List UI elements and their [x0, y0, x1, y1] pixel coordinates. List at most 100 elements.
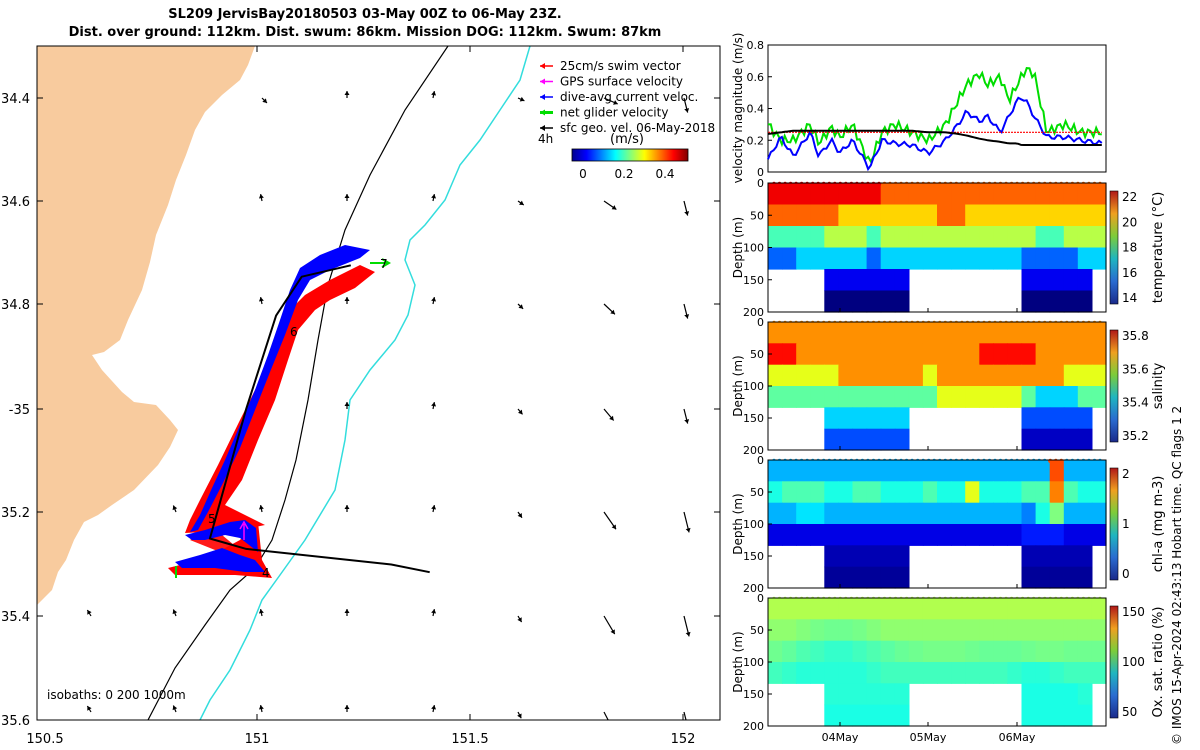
- surface-sample: [860, 181, 865, 187]
- surface-sample: [876, 596, 882, 602]
- surface-sample: [998, 181, 1003, 187]
- section-cell: [824, 204, 839, 227]
- section-ylabel: Depth (m): [731, 631, 745, 692]
- surface-sample: [921, 458, 926, 464]
- section-cell: [782, 662, 797, 684]
- surface-sample: [843, 596, 848, 602]
- surface-sample: [943, 320, 948, 326]
- section-cell: [1091, 343, 1107, 366]
- surface-sample: [992, 181, 998, 187]
- section-cell: [951, 662, 966, 684]
- section-cell: [796, 460, 811, 482]
- section-cell: [880, 619, 896, 642]
- section-cell: [965, 662, 980, 684]
- section-cell: [824, 343, 839, 366]
- map-legend: 25cm/s swim vector GPS surface velocitydi…: [538, 59, 715, 181]
- velocity-series-line: [767, 129, 1102, 146]
- section-cell: [908, 322, 924, 344]
- section-cell: [1091, 204, 1107, 227]
- surface-sample: [887, 458, 893, 464]
- section-cell: [1021, 460, 1037, 482]
- section-cell: [993, 640, 1008, 663]
- velocity-ytick-label: 0.4: [747, 103, 765, 116]
- section-cell: [838, 460, 854, 482]
- legend-item: dive-avg current veloc.: [540, 90, 698, 104]
- section-cell: [824, 183, 839, 206]
- sfc-velocity-arrow: [344, 705, 350, 712]
- section-cell: [852, 524, 868, 546]
- section-cell: [1091, 460, 1107, 482]
- section-cell: [768, 460, 783, 482]
- surface-sample: [1003, 458, 1009, 464]
- surface-sample: [777, 320, 782, 326]
- sfc-velocity-arrow: [683, 711, 687, 720]
- section-cell: [782, 226, 797, 249]
- section-cell: [1077, 269, 1093, 292]
- isobath-1000m: [199, 46, 531, 720]
- section-cell: [979, 619, 994, 642]
- section-cell: [1049, 460, 1065, 482]
- section-cell: [824, 545, 839, 568]
- section-cell: [1035, 502, 1051, 525]
- surface-sample: [832, 596, 837, 602]
- section-cell: [852, 545, 868, 568]
- velocity-ticks: 0 0.2 0.4 0.6 0.8: [747, 39, 772, 179]
- section-cell: [796, 247, 811, 270]
- section-cell: [922, 481, 938, 504]
- colorbar-tick-label: 150: [1122, 605, 1145, 619]
- surface-sample: [1086, 458, 1092, 464]
- surface-sample: [827, 320, 832, 326]
- sfc-velocity-arrow: [431, 705, 437, 713]
- surface-sample: [932, 596, 937, 602]
- surface-sample: [1064, 458, 1070, 464]
- section-cell: [782, 598, 797, 620]
- section-cell: [1091, 247, 1107, 270]
- section-cell: [852, 502, 868, 525]
- section-cell: [1063, 226, 1079, 249]
- surface-sample: [909, 458, 915, 464]
- sfc-velocity-arrow: [517, 615, 523, 623]
- surface-sample: [1026, 320, 1031, 326]
- section-ytick-label: 150: [743, 688, 764, 701]
- section-cell: [880, 269, 896, 292]
- section-cell: [951, 204, 966, 227]
- sfc-velocity-arrow: [86, 705, 92, 713]
- section-cell: [1035, 598, 1051, 620]
- section-cell: [1063, 598, 1079, 620]
- map-ytick-label: 34.8: [1, 298, 30, 313]
- figure-title: SL209 JervisBay20180503 03-May 00Z to 06…: [0, 6, 730, 42]
- section-cell: [810, 481, 825, 504]
- section-cell: [838, 683, 854, 706]
- surface-sample: [1092, 320, 1097, 326]
- section-cell: [1077, 460, 1093, 482]
- surface-sample: [976, 320, 981, 326]
- day-marker-7: 7: [380, 257, 388, 271]
- surface-sample: [1009, 458, 1014, 464]
- section-cell: [768, 343, 783, 366]
- surface-sample: [871, 458, 876, 464]
- colorbar-tick-label: 35.6: [1122, 362, 1149, 376]
- section-cell: [768, 364, 783, 387]
- section-cell: [768, 481, 783, 504]
- surface-sample: [865, 181, 871, 187]
- section-cell: [782, 343, 797, 366]
- section-cell: [1091, 524, 1107, 546]
- section-cell: [1049, 226, 1065, 249]
- sfc-velocity-arrow: [261, 97, 268, 104]
- surface-sample: [948, 596, 953, 602]
- surface-sample: [893, 181, 898, 187]
- section-cell: [908, 460, 924, 482]
- section-xtick-label: 05May: [910, 731, 947, 744]
- section-cell: [993, 226, 1008, 249]
- section-cell: [993, 662, 1008, 684]
- surface-sample: [777, 181, 782, 187]
- section-cell: [824, 364, 839, 387]
- surface-sample: [937, 596, 942, 602]
- section-cell: [979, 226, 994, 249]
- glider-track: [208, 264, 430, 574]
- surface-sample: [1092, 458, 1097, 464]
- section-cell: [937, 524, 952, 546]
- section-cells: [768, 460, 1107, 589]
- sfc-velocity-arrow: [683, 97, 690, 113]
